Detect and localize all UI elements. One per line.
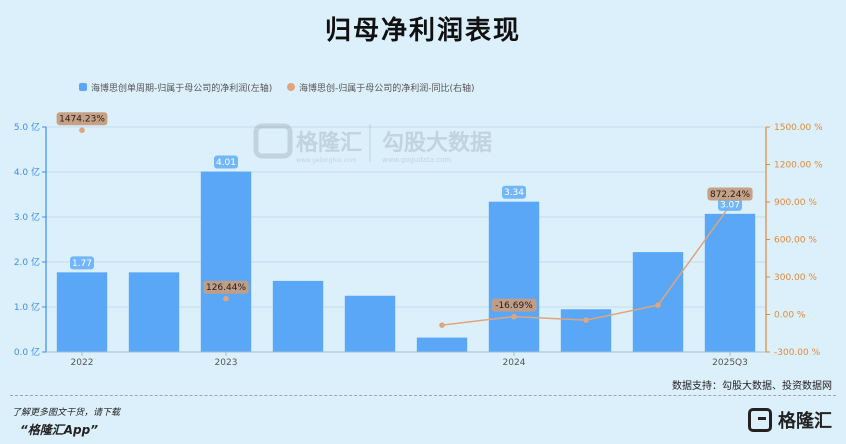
x-tick-label: 2022	[71, 358, 94, 368]
line-label-badge	[56, 112, 108, 126]
x-tick-label: 2024	[503, 358, 526, 368]
axes: 0.0 亿 1.0 亿 2.0 亿 3.0 亿 4.0 亿 5.0 亿 -300.00 % 0…	[14, 121, 823, 368]
line-series	[79, 127, 733, 328]
right-tick-label: -300.00 %	[774, 348, 821, 358]
watermark-brand: 格隆汇	[296, 130, 362, 156]
divider	[10, 395, 836, 396]
data-labels: 1.77 4.01 3.34 3.07 1474.23% 126.44% -16.69% 87…	[56, 112, 753, 312]
legend-bar-label: 海博思创单周期-归属于母公司的净利润(左轴)	[91, 82, 272, 94]
line-point	[511, 313, 517, 320]
bar-value-label: 4.01	[216, 158, 236, 168]
bar	[416, 337, 468, 352]
line-point	[655, 302, 661, 308]
bar	[272, 280, 324, 352]
right-tick-label: 1500.00 %	[774, 123, 823, 133]
promo-app-name: “格隆汇App”	[20, 423, 98, 437]
left-tick-label: 5.0 亿	[14, 121, 40, 133]
promo-text: 了解更多图文干货，请下载	[12, 408, 121, 418]
line-point	[79, 127, 85, 134]
watermark-logo-icon	[253, 123, 293, 159]
bar	[128, 272, 180, 352]
bar	[560, 309, 612, 352]
bar	[344, 295, 396, 352]
legend-line-swatch	[287, 83, 295, 91]
right-tick-label: 300.00 %	[774, 273, 817, 283]
bar	[488, 201, 540, 352]
line-label-badge	[491, 298, 537, 312]
left-tick-label: 3.0 亿	[14, 211, 40, 223]
line-label-badge	[203, 280, 249, 294]
brand-logo-icon	[748, 408, 772, 432]
bar-series	[56, 171, 756, 352]
left-tick-label: 2.0 亿	[14, 256, 40, 268]
bar	[200, 171, 252, 352]
x-tick-label: 2025Q3	[712, 358, 748, 368]
right-tick-label: 0.00 %	[774, 311, 806, 321]
bar-value-label: 1.77	[72, 259, 92, 269]
watermark-brand2-url: www.gogudata.com	[382, 156, 451, 164]
watermark-brand2: 勾股大数据	[382, 130, 492, 156]
right-tick-label: 600.00 %	[774, 236, 817, 246]
bar-label-badge	[718, 197, 742, 211]
brand-logo: 格隆汇	[748, 407, 832, 433]
line-value-label: -16.69%	[495, 301, 533, 311]
line-point	[223, 295, 229, 302]
watermark-brand-url: www.gelonghui.com	[296, 157, 357, 164]
bar-label-badge	[214, 155, 238, 169]
bar-label-badge	[70, 256, 94, 270]
left-tick-label: 4.0 亿	[14, 166, 40, 178]
legend-bar-swatch	[79, 83, 87, 91]
line-value-label: 1474.23%	[59, 115, 105, 125]
line-label-badge	[707, 187, 753, 201]
line-value-label: 872.24%	[710, 190, 750, 200]
line-value-label: 126.44%	[206, 283, 246, 293]
right-tick-label: 900.00 %	[774, 198, 817, 208]
bar-label-badge	[502, 185, 526, 199]
x-tick-label: 2023	[215, 358, 238, 368]
right-tick-label: 1200.00 %	[774, 161, 823, 171]
watermark: 格隆汇 www.gelonghui.com 勾股大数据 www.gogudata…	[253, 123, 492, 164]
line-point	[583, 317, 589, 323]
legend: 海博思创单周期-归属于母公司的净利润(左轴) 海博思创-归属于母公司的净利润-同…	[79, 82, 475, 94]
bar-value-label: 3.34	[504, 188, 524, 198]
bar	[632, 252, 684, 352]
bar-value-label: 3.07	[720, 200, 740, 210]
left-tick-label: 0.0 亿	[14, 346, 40, 358]
legend-line-label: 海博思创-归属于母公司的净利润-同比(右轴)	[299, 82, 475, 94]
brand-name: 格隆汇	[778, 411, 832, 432]
data-source: 数据支持：勾股大数据、投资数据网	[672, 381, 832, 392]
bar	[56, 272, 108, 352]
line-point	[439, 322, 445, 328]
left-tick-label: 1.0 亿	[14, 301, 40, 313]
chart-title: 归母净利润表现	[324, 16, 521, 46]
bar	[704, 213, 756, 352]
